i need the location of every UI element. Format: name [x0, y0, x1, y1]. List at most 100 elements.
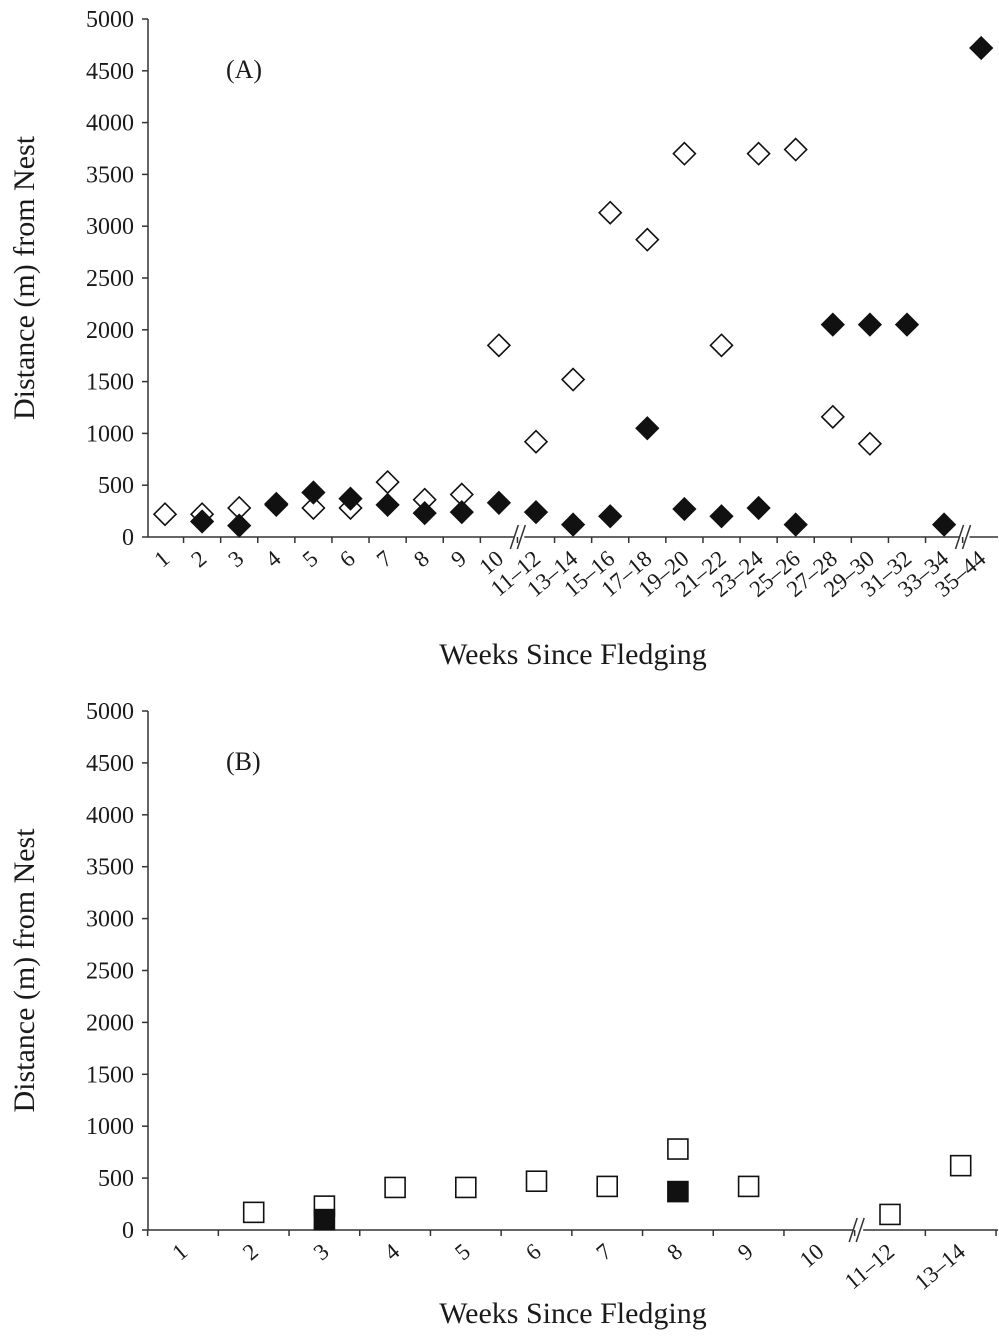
data-point [949, 1154, 972, 1177]
x-tick-label: 3 [309, 1239, 334, 1266]
data-point [598, 504, 623, 529]
data-point [667, 1138, 689, 1160]
x-tick-label: 6 [521, 1239, 546, 1266]
x-tick-label: 9 [733, 1239, 758, 1266]
data-point [709, 333, 734, 358]
data-point [820, 312, 845, 337]
y-tick-label: 4500 [86, 59, 134, 85]
y-tick-label: 500 [98, 1166, 134, 1192]
x-axis-title: Weeks Since Fledging [439, 1297, 707, 1330]
data-point [879, 1203, 901, 1226]
data-point [746, 141, 771, 166]
data-point [596, 1175, 619, 1198]
data-point [709, 504, 734, 529]
y-tick-label: 4000 [86, 803, 134, 829]
y-tick-label: 2000 [86, 318, 134, 344]
panel-label: (A) [226, 55, 262, 84]
series-diamond-filled [189, 35, 994, 538]
x-tick-label: 1 [149, 546, 174, 573]
data-point [412, 501, 437, 526]
data-point [227, 513, 252, 538]
data-point [931, 512, 957, 537]
y-tick-label: 0 [122, 525, 134, 551]
data-point [152, 502, 178, 527]
y-tick-label: 1000 [86, 421, 134, 447]
y-axis-title: Distance (m) from Nest [8, 828, 41, 1113]
series-square-filled [313, 1180, 689, 1231]
x-tick-label: 7 [592, 1239, 617, 1266]
x-tick-label: 6 [335, 546, 360, 573]
x-tick-label: 9 [446, 546, 471, 573]
data-point [820, 404, 845, 429]
data-point [746, 495, 771, 521]
data-point [313, 1208, 336, 1231]
x-tick-label: 2 [238, 1239, 263, 1266]
y-tick-label: 5000 [86, 7, 134, 33]
axis-break-mark [509, 524, 527, 550]
x-tick-label: 5 [450, 1239, 475, 1266]
data-point [189, 509, 215, 534]
x-tick-label: 5 [298, 546, 323, 573]
data-point [375, 492, 400, 518]
axis-break-stroke [954, 524, 965, 550]
data-point [523, 500, 549, 525]
data-point [523, 429, 549, 454]
data-point [672, 141, 697, 166]
x-tick-label: 2 [186, 546, 211, 573]
data-point [783, 512, 808, 537]
y-tick-label: 3500 [86, 162, 134, 188]
y-tick-label: 1000 [86, 1114, 134, 1140]
axis-break-mark [954, 524, 972, 550]
data-point [635, 227, 660, 252]
y-tick-label: 2500 [86, 266, 134, 292]
data-point [486, 490, 512, 515]
data-point [301, 480, 326, 505]
data-point [857, 431, 883, 456]
y-tick-label: 0 [122, 1218, 134, 1244]
data-point [560, 512, 586, 537]
y-tick-label: 2500 [86, 959, 134, 985]
x-tick-label: 13–14 [910, 1238, 971, 1294]
y-tick-label: 500 [98, 473, 134, 499]
x-axis-title: Weeks Since Fledging [439, 638, 707, 671]
data-point [737, 1175, 760, 1198]
y-tick-label: 3000 [86, 214, 134, 240]
y-tick-label: 3500 [86, 855, 134, 881]
data-point [894, 312, 920, 337]
data-point [486, 333, 512, 358]
y-tick-label: 4500 [86, 751, 134, 777]
axis-break-stroke [848, 1217, 858, 1243]
y-tick-label: 1500 [86, 1062, 134, 1088]
chart-panel-a: 0 500 1000 1500 2000 2500 3000 3500 4000 4500 5000… [8, 7, 998, 671]
axis-break-stroke [509, 524, 520, 550]
data-point [264, 491, 289, 516]
data-point [635, 416, 660, 441]
y-tick-label: 1500 [86, 370, 134, 396]
data-point [598, 200, 623, 225]
data-point [384, 1176, 406, 1199]
y-tick-label: 4000 [86, 111, 134, 137]
x-tick-label: 8 [409, 546, 434, 573]
chart-panel-b: 0 500 1000 1500 2000 2500 3000 3500 4000 4500 5000… [8, 699, 998, 1330]
data-point [525, 1170, 548, 1193]
data-point [672, 496, 697, 522]
data-point [449, 500, 474, 525]
x-tick-label: 7 [372, 546, 397, 573]
x-tick-label: 8 [662, 1239, 687, 1266]
data-point [783, 137, 808, 162]
x-tick-label: 1 [167, 1239, 192, 1266]
series-diamond-open [152, 137, 883, 527]
data-point [338, 486, 363, 511]
data-point [454, 1176, 477, 1199]
data-point [375, 469, 400, 495]
y-tick-label: 5000 [86, 699, 134, 725]
data-point [242, 1201, 265, 1224]
data-point [857, 312, 883, 337]
data-point [560, 367, 586, 392]
axis-break-stroke [961, 524, 972, 550]
axis-break-stroke [516, 524, 527, 550]
x-tick-label: 4 [379, 1238, 404, 1265]
x-tick-label: 11–12 [840, 1239, 899, 1295]
